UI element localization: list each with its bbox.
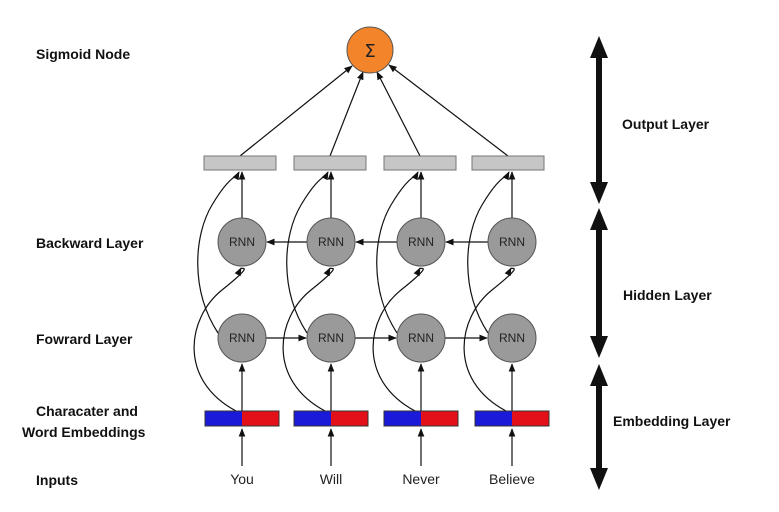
forward-rnn-node-1: RNN xyxy=(217,313,267,363)
output-to-sigmoid-arrow xyxy=(388,64,509,157)
output-box-4 xyxy=(471,155,545,171)
forward-to-output-arrow xyxy=(197,171,240,334)
input-word-4: Believe xyxy=(489,471,535,487)
input-word-1: You xyxy=(230,471,254,487)
forward-to-output-arrow xyxy=(286,171,329,334)
svg-text:RNN: RNN xyxy=(499,331,525,345)
svg-text:RNN: RNN xyxy=(408,331,434,345)
connection-arrows xyxy=(193,64,516,466)
forward-layer-label: Fowrard Layer xyxy=(36,331,133,347)
embedding-block-4 xyxy=(474,410,550,427)
embedding-layer-label: Embedding Layer xyxy=(613,413,731,429)
input-word-3: Never xyxy=(402,471,440,487)
forward-rnn-node-3: RNN xyxy=(396,313,446,363)
forward-rnn-node-4: RNN xyxy=(487,313,537,363)
embedding-to-backward-arrow xyxy=(282,267,334,412)
output-to-sigmoid-arrow xyxy=(376,71,421,157)
inputs-label: Inputs xyxy=(36,472,78,488)
forward-rnn-node-2: RNN xyxy=(306,313,356,363)
backward-rnn-node-4: RNN xyxy=(487,217,537,267)
backward-layer-label: Backward Layer xyxy=(36,235,144,251)
embeddings-label-line1: Characater and xyxy=(36,403,138,419)
svg-text:RNN: RNN xyxy=(229,235,255,249)
svg-text:RNN: RNN xyxy=(229,331,255,345)
sigmoid-symbol: Σ xyxy=(364,41,375,62)
backward-rnn-node-2: RNN xyxy=(306,217,356,267)
svg-text:RNN: RNN xyxy=(318,235,344,249)
embeddings-label-line2: Word Embeddings xyxy=(22,424,146,440)
hidden-layer-label: Hidden Layer xyxy=(623,287,712,303)
output-layer-label: Output Layer xyxy=(622,116,710,132)
sigmoid-node: Σ xyxy=(346,26,394,74)
hidden-layer-bracket-arrow xyxy=(590,208,608,358)
embedding-to-backward-arrow xyxy=(193,267,245,412)
output-layer-bracket-arrow xyxy=(590,36,608,204)
output-box-1 xyxy=(203,155,277,171)
backward-rnn-node-1: RNN xyxy=(217,217,267,267)
output-box-2 xyxy=(293,155,367,171)
embedding-layer-bracket-arrow xyxy=(590,364,608,490)
svg-text:RNN: RNN xyxy=(318,331,344,345)
embedding-block-2 xyxy=(293,410,369,427)
forward-to-output-arrow xyxy=(467,171,510,334)
embedding-block-1 xyxy=(204,410,280,427)
backward-rnn-node-3: RNN xyxy=(396,217,446,267)
input-word-2: Will xyxy=(320,471,343,487)
output-to-sigmoid-arrow xyxy=(239,65,353,157)
output-box-3 xyxy=(383,155,457,171)
embedding-block-3 xyxy=(383,410,459,427)
svg-text:RNN: RNN xyxy=(499,235,525,249)
embedding-to-backward-arrow xyxy=(463,267,515,412)
svg-text:RNN: RNN xyxy=(408,235,434,249)
forward-to-output-arrow xyxy=(376,171,419,334)
output-to-sigmoid-arrow xyxy=(329,71,364,157)
embedding-to-backward-arrow xyxy=(372,267,424,412)
sigmoid-node-label: Sigmoid Node xyxy=(36,46,130,62)
